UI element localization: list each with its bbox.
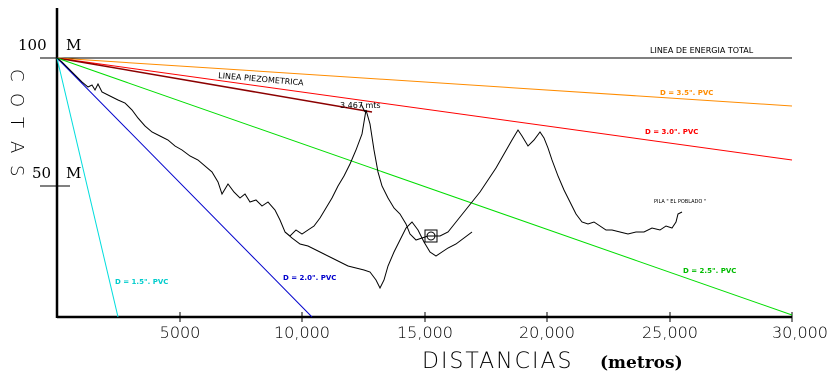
label-energy: LINEA DE ENERGIA TOTAL	[650, 46, 754, 55]
y-title-letter-2: O	[6, 93, 27, 107]
arrow-icon	[360, 103, 366, 113]
tank-square-icon	[424, 229, 438, 243]
x-tick-label-4: 20,000	[519, 323, 575, 342]
x-tick-label-2: 10,000	[274, 323, 330, 342]
y-label-100-unit: M	[66, 36, 81, 54]
y-title-letter-4: A	[6, 141, 27, 153]
tank-circle-icon	[426, 231, 436, 241]
label-d20: D = 2.0". PVC	[283, 274, 336, 282]
terrain-profile-branch	[284, 221, 473, 290]
label-gap: 3.467 mts	[340, 101, 381, 110]
y-title-letter-1: C	[6, 69, 27, 82]
line-d20	[56, 57, 313, 318]
line-d15	[56, 57, 119, 318]
x-tick-label-5: 25,000	[642, 323, 698, 342]
y-title-letter-3: T	[6, 117, 27, 128]
x-tick-label-6: 30,000	[772, 323, 828, 342]
x-tick-label-1: 5000	[160, 323, 201, 342]
y-label-50: 50	[32, 164, 51, 182]
line-d25	[56, 57, 793, 316]
y-title-letter-5: S	[6, 165, 27, 176]
y-label-50-unit: M	[66, 164, 81, 182]
label-d30: D = 3.0". PVC	[645, 128, 698, 136]
label-d25: D = 2.5". PVC	[683, 267, 736, 275]
x-axis-title: DISTANCIAS	[422, 349, 574, 374]
label-d35: D = 3.5". PVC	[660, 89, 713, 97]
line-piezometric	[56, 57, 373, 113]
label-d15: D = 1.5". PVC	[115, 278, 168, 286]
terrain-profile-main	[56, 57, 683, 241]
x-axis-title-unit: (metros)	[600, 353, 683, 373]
y-label-100: 100	[18, 36, 47, 54]
x-tick-label-3: 15,000	[397, 323, 453, 342]
label-pila: PILA " EL POBLADO "	[654, 199, 706, 205]
line-d30	[56, 57, 793, 161]
line-d35	[56, 57, 793, 107]
